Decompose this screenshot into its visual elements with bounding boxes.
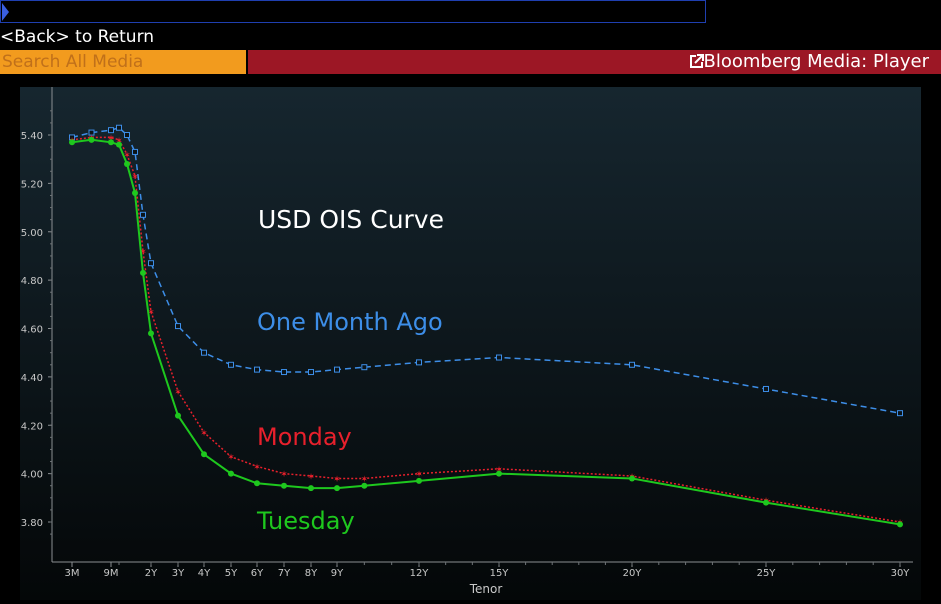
data-point: ✶: [139, 248, 147, 258]
x-tick-label: 6Y: [251, 568, 264, 579]
data-point: [308, 369, 314, 376]
y-tick-label: 3.80: [21, 518, 43, 529]
back-link[interactable]: <Back> to Return: [0, 27, 155, 47]
data-point: [88, 136, 95, 143]
x-tick-label: 9Y: [331, 568, 344, 579]
data-point: [132, 190, 138, 197]
data-point: [897, 410, 903, 417]
data-point: ✶: [333, 475, 341, 485]
data-point: [416, 359, 422, 366]
chart-title: USD OIS Curve: [258, 205, 444, 234]
axes: 3.80 4.00 4.20 4.40 4.60 4.80 5.00 5.20 5.40 3M 9M…: [21, 87, 913, 579]
search-media-input[interactable]: Search All Media: [0, 50, 246, 74]
data-point: [361, 364, 368, 371]
ois-curve-chart: 3.80 4.00 4.20 4.40 4.60 4.80 5.00 5.20 5.40 3M 9M…: [20, 87, 921, 600]
data-point: ✶: [361, 475, 369, 485]
y-tick-label: 5.00: [21, 228, 43, 239]
data-point: [334, 366, 340, 373]
data-point: [334, 485, 340, 492]
x-tick-label: 30Y: [891, 568, 911, 579]
data-point: ✶: [115, 136, 123, 146]
data-point: [254, 480, 260, 487]
data-point: [140, 269, 146, 276]
data-point: ✶: [107, 134, 115, 144]
data-point: [281, 482, 287, 489]
chart-labels: USD OIS Curve One Month Ago Monday Tuesd…: [256, 205, 502, 596]
data-point: [175, 323, 181, 330]
data-point: [148, 260, 154, 267]
x-tick-label: 12Y: [410, 568, 430, 579]
data-point: [308, 485, 314, 492]
data-point: [201, 451, 207, 458]
data-point: [88, 129, 95, 136]
data-point: ✶: [123, 151, 131, 161]
data-point: [361, 482, 368, 489]
data-point: ✶: [307, 473, 315, 483]
x-tick-label: 20Y: [623, 568, 643, 579]
data-point: [116, 124, 122, 131]
x-tick-label: 15Y: [490, 568, 510, 579]
x-tick-label: 3Y: [172, 568, 185, 579]
data-point: ✶: [131, 173, 139, 183]
x-tick-label: 5Y: [225, 568, 238, 579]
external-link-icon[interactable]: [689, 54, 704, 69]
x-tick-label: 9M: [104, 568, 119, 579]
y-tick-label: 4.00: [21, 470, 43, 481]
data-point: [629, 361, 635, 368]
data-point: [140, 211, 146, 218]
data-point: ✶: [253, 463, 261, 473]
data-point: [416, 477, 422, 484]
data-point: [124, 161, 130, 168]
data-point: ✶: [495, 465, 503, 475]
x-tick-label: 8Y: [305, 568, 318, 579]
legend-monday: Monday: [257, 423, 352, 451]
data-point: [148, 330, 154, 337]
data-point: [116, 141, 122, 148]
x-tick-label: 2Y: [145, 568, 158, 579]
data-point: [763, 499, 769, 506]
data-point: ✶: [415, 470, 423, 480]
x-tick-label: 3M: [65, 568, 80, 579]
data-point: ✶: [147, 308, 155, 318]
x-tick-label: 4Y: [198, 568, 211, 579]
x-axis-label: Tenor: [469, 582, 503, 596]
y-tick-label: 4.20: [21, 421, 43, 432]
x-tick-label: 25Y: [757, 568, 777, 579]
player-title-bar: Bloomberg Media: Player: [248, 50, 941, 74]
legend-tuesday: Tuesday: [256, 507, 355, 535]
y-tick-label: 5.20: [21, 179, 43, 190]
data-point: [132, 148, 138, 155]
y-tick-label: 5.40: [21, 131, 43, 142]
y-tick-label: 4.80: [21, 276, 43, 287]
x-tick-label: 7Y: [278, 568, 291, 579]
data-point: ✶: [280, 470, 288, 480]
command-line-input[interactable]: [0, 0, 706, 23]
data-point: [629, 475, 635, 482]
y-tick-label: 4.40: [21, 373, 43, 384]
data-point: ✶: [200, 429, 208, 439]
data-point: [254, 366, 260, 373]
data-point: ✶: [174, 388, 182, 398]
data-point: [175, 412, 181, 419]
data-point: [496, 470, 502, 477]
data-point: [496, 354, 502, 361]
plot-background: [20, 87, 921, 600]
legend-one-month-ago: One Month Ago: [257, 308, 443, 336]
data-point: [897, 521, 903, 528]
y-tick-label: 4.60: [21, 325, 43, 336]
data-point: [763, 385, 769, 392]
data-point: [108, 139, 114, 146]
data-point: [228, 470, 234, 477]
data-point: ✶: [227, 453, 235, 463]
data-point: [228, 361, 234, 368]
data-point: [69, 139, 75, 146]
data-point: [201, 349, 207, 356]
data-point: [281, 369, 287, 376]
player-title: Bloomberg Media: Player: [703, 51, 929, 72]
caret-icon: [2, 3, 9, 21]
series-layer: ✶✶✶✶✶✶✶✶✶✶✶✶✶✶✶✶✶✶✶✶✶: [68, 124, 904, 529]
data-point: [108, 127, 114, 134]
data-point: [124, 132, 130, 138]
